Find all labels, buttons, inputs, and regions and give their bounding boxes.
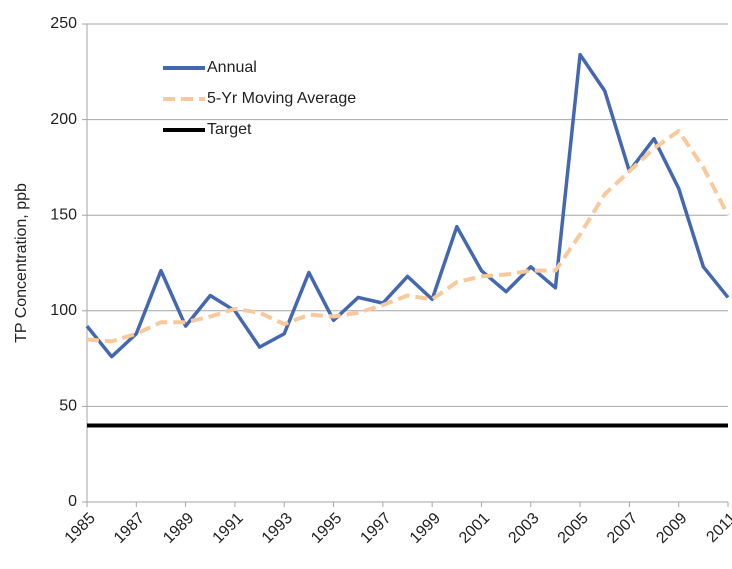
series-line [86, 129, 730, 344]
x-tick-label: 1985 [62, 510, 99, 547]
y-tick-label: 50 [59, 398, 77, 415]
y-tick-label: 150 [50, 206, 77, 223]
x-tick-label: 2011 [703, 510, 732, 546]
legend-label: 5-Yr Moving Average [207, 90, 356, 107]
legend-label: Annual [207, 59, 257, 76]
x-tick-label: 1993 [259, 510, 296, 547]
y-tick-label: 250 [50, 15, 77, 32]
x-tick-label: 1987 [111, 510, 148, 547]
x-tick-label: 2003 [505, 510, 542, 547]
x-tick-label: 2005 [555, 510, 592, 547]
x-tick-label: 2001 [456, 510, 493, 547]
y-tick-label: 200 [50, 111, 77, 128]
legend-label: Target [207, 121, 252, 138]
x-tick-label: 1991 [210, 510, 247, 547]
x-tick-label: 1989 [160, 510, 197, 547]
x-tick-label: 1997 [357, 510, 394, 547]
y-tick-label: 100 [50, 302, 77, 319]
x-tick-label: 1999 [407, 510, 444, 547]
x-tick-label: 1995 [308, 510, 345, 547]
x-tick-label: 2007 [604, 510, 641, 547]
x-tick-label: 2009 [653, 510, 690, 547]
series-line [85, 52, 730, 359]
y-axis-label: TP Concentration, ppb [13, 183, 30, 343]
y-tick-label: 0 [68, 493, 77, 510]
